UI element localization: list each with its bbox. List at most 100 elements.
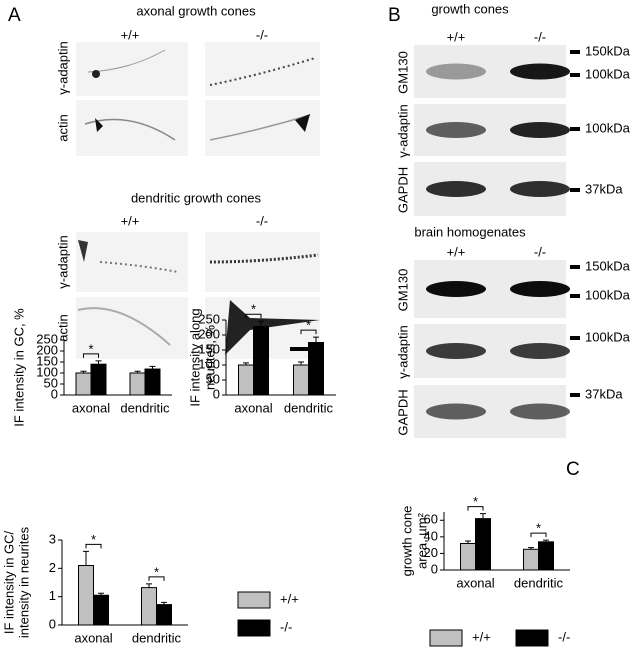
y-axis-label: intensity in neurites bbox=[16, 526, 31, 638]
band bbox=[510, 343, 570, 359]
y-tick-label: 150 bbox=[36, 353, 58, 368]
bar bbox=[253, 326, 269, 396]
y-tick-label: 0 bbox=[431, 561, 438, 576]
bar bbox=[141, 587, 157, 626]
legend-swatch bbox=[237, 619, 271, 637]
y-tick-label: 200 bbox=[198, 326, 220, 341]
micrographs bbox=[76, 42, 320, 156]
marker-dash bbox=[570, 393, 580, 397]
bar bbox=[129, 372, 146, 396]
y-tick-label: 50 bbox=[206, 371, 220, 386]
y-axis-label: IF intensity in GC, % bbox=[11, 308, 26, 427]
y-axis-label: IF intensity along bbox=[187, 308, 202, 406]
y-axis-label: neurites, % bbox=[202, 325, 217, 390]
bar bbox=[523, 548, 539, 571]
marker-label: 37kDa bbox=[585, 181, 623, 196]
significance-bracket bbox=[85, 543, 102, 549]
error-bar bbox=[149, 365, 156, 370]
y-axis-label: IF intensity in GC/ bbox=[1, 530, 16, 634]
band bbox=[426, 122, 486, 138]
band bbox=[510, 181, 570, 197]
y-tick-label: 20 bbox=[424, 545, 438, 560]
marker-label: 100kDa bbox=[585, 120, 631, 135]
error-bar bbox=[543, 539, 549, 542]
bar bbox=[538, 541, 554, 571]
micrographs bbox=[76, 232, 320, 359]
legend-label: -/- bbox=[558, 629, 570, 644]
band bbox=[510, 403, 570, 420]
y-tick-label: 150 bbox=[198, 341, 220, 356]
legend-label: -/- bbox=[280, 619, 292, 634]
bar bbox=[308, 342, 324, 396]
significance-bracket bbox=[467, 506, 484, 511]
genotype: +/+ bbox=[121, 27, 140, 42]
bar bbox=[144, 368, 161, 396]
x-tick-label: axonal bbox=[72, 400, 110, 415]
genotype: +/+ bbox=[121, 213, 140, 228]
marker-label: 37kDa bbox=[585, 386, 623, 401]
band bbox=[426, 403, 486, 420]
y-tick-label: 0 bbox=[51, 386, 58, 401]
y-axis-label: growth cone bbox=[399, 506, 414, 577]
y-tick-label: 40 bbox=[424, 528, 438, 543]
significance-star: * bbox=[88, 341, 93, 356]
blot-label: GAPDH bbox=[395, 389, 410, 435]
row-label: actin bbox=[55, 114, 70, 141]
legend-swatch bbox=[515, 629, 549, 647]
row-label: actin bbox=[55, 314, 70, 341]
x-tick-label: axonal bbox=[74, 630, 112, 645]
bar bbox=[156, 604, 172, 626]
legend-label: +/+ bbox=[280, 591, 299, 606]
x-tick-label: dendritic bbox=[120, 400, 170, 415]
bar bbox=[460, 542, 476, 571]
x-tick-label: axonal bbox=[456, 575, 494, 590]
y-axis-label: area, µm² bbox=[414, 512, 429, 569]
band bbox=[426, 343, 486, 359]
band bbox=[426, 281, 486, 297]
genotype: +/+ bbox=[447, 244, 466, 259]
x-tick-label: dendritic bbox=[514, 575, 564, 590]
significance-star: * bbox=[536, 521, 541, 536]
bar bbox=[238, 364, 254, 396]
marker-label: 100kDa bbox=[585, 287, 631, 302]
row-label: γ-adaptin bbox=[55, 41, 70, 94]
significance-star: * bbox=[91, 532, 96, 547]
significance-bracket bbox=[530, 532, 547, 538]
genotype: -/- bbox=[256, 213, 268, 228]
error-bar bbox=[95, 360, 102, 365]
y-tick-label: 250 bbox=[198, 311, 220, 326]
y-tick-label: 2 bbox=[49, 560, 56, 575]
marker-label: 150kDa bbox=[585, 43, 631, 58]
error-bar bbox=[465, 540, 471, 544]
blot-label: γ-adaptin bbox=[395, 325, 410, 378]
error-bar bbox=[98, 592, 104, 596]
error-bar bbox=[243, 362, 249, 365]
marker-dash bbox=[570, 188, 580, 192]
bar bbox=[293, 364, 309, 396]
blot-label: γ-adaptin bbox=[395, 104, 410, 157]
marker-dash bbox=[570, 127, 580, 131]
genotype: -/- bbox=[534, 244, 546, 259]
error-bar bbox=[528, 547, 534, 550]
blot-label: GM130 bbox=[395, 269, 410, 312]
section-title: brain homogenates bbox=[414, 224, 526, 239]
blot-label: GAPDH bbox=[395, 167, 410, 213]
panel-label: B bbox=[388, 5, 401, 26]
genotype: -/- bbox=[256, 27, 268, 42]
genotype: +/+ bbox=[447, 29, 466, 44]
significance-bracket bbox=[83, 353, 99, 358]
bar bbox=[93, 594, 109, 626]
marker-dash bbox=[570, 336, 580, 340]
legend-label: +/+ bbox=[472, 629, 491, 644]
significance-bracket bbox=[148, 576, 165, 581]
x-tick-label: dendritic bbox=[284, 400, 334, 415]
significance-star: * bbox=[306, 318, 311, 333]
significance-bracket bbox=[245, 313, 262, 319]
section-title: axonal growth cones bbox=[136, 3, 256, 18]
band bbox=[510, 122, 570, 138]
section-title: dendritic growth cones bbox=[131, 190, 262, 205]
y-tick-label: 3 bbox=[49, 531, 56, 546]
legend-swatch bbox=[237, 591, 271, 609]
error-bar bbox=[80, 370, 87, 373]
